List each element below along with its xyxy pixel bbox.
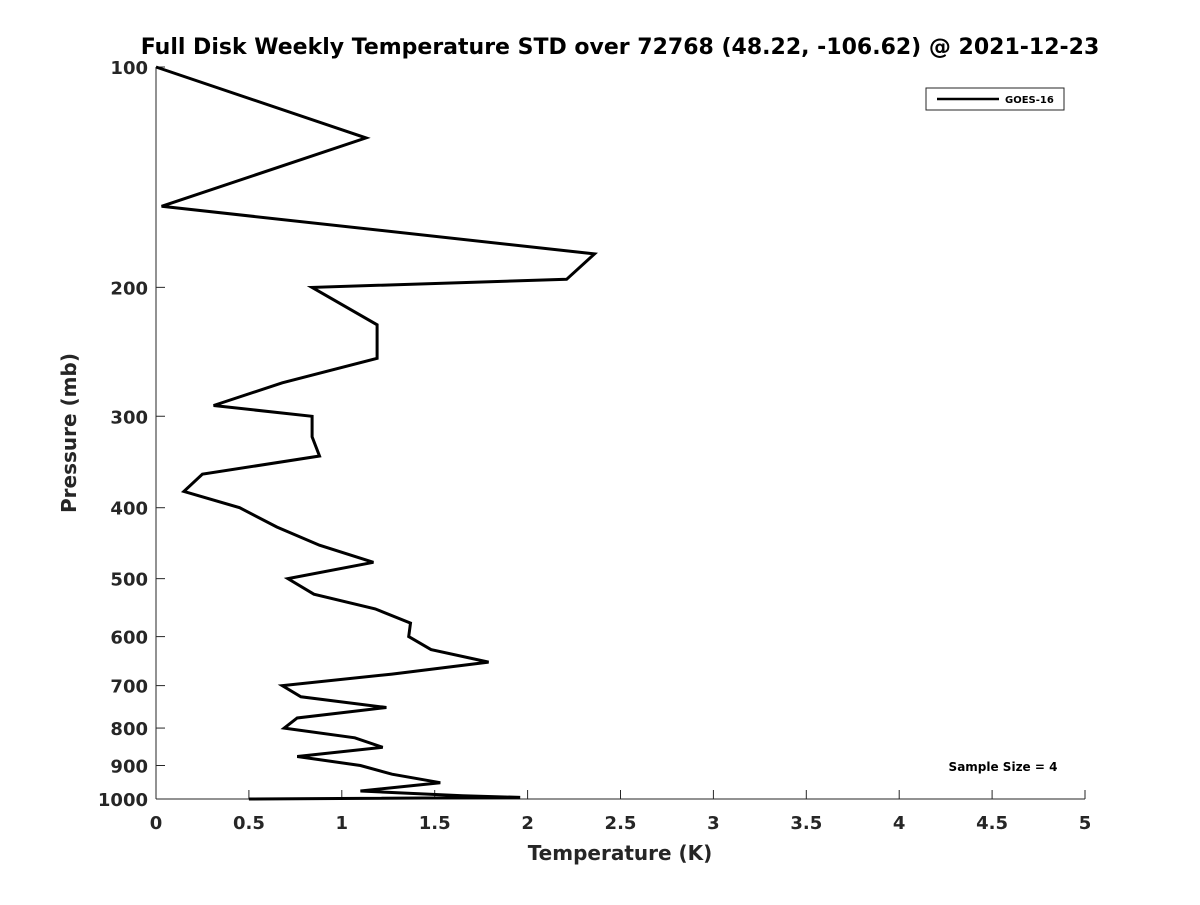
- y-ticks: 100 200 300 400 500 600 700 800 900 1000: [98, 58, 165, 811]
- x-tick-label: 5: [1079, 813, 1092, 834]
- y-tick-label: 500: [110, 570, 148, 591]
- y-tick-label: 200: [110, 278, 148, 299]
- y-tick-label: 400: [110, 499, 148, 520]
- series-line-goes-16: [155, 65, 598, 801]
- x-tick-label: 1: [336, 813, 349, 834]
- legend-label-goes-16: GOES-16: [1005, 95, 1054, 106]
- series-layer: [155, 65, 598, 801]
- x-tick-label: 0.5: [233, 813, 265, 834]
- y-axis-label: Pressure (mb): [57, 353, 81, 513]
- y-tick-label: 800: [110, 719, 148, 740]
- x-tick-label: 3.5: [790, 813, 822, 834]
- y-tick-label: 600: [110, 628, 148, 649]
- axes: [155, 67, 1085, 800]
- x-tick-label: 3: [707, 813, 720, 834]
- x-tick-label: 1.5: [419, 813, 451, 834]
- y-tick-label: 1000: [98, 790, 148, 811]
- y-tick-label: 700: [110, 677, 148, 698]
- x-tick-label: 0: [150, 813, 163, 834]
- x-tick-label: 4: [893, 813, 906, 834]
- x-axis-label: Temperature (K): [528, 841, 713, 865]
- legend: GOES-16: [925, 87, 1065, 111]
- x-tick-label: 4.5: [976, 813, 1008, 834]
- y-tick-label: 300: [110, 407, 148, 428]
- y-tick-label: 900: [110, 757, 148, 778]
- x-tick-label: 2.5: [605, 813, 637, 834]
- chart-title: Full Disk Weekly Temperature STD over 72…: [141, 35, 1100, 60]
- y-tick-label: 100: [110, 58, 148, 79]
- x-tick-label: 2: [521, 813, 534, 834]
- sample-size-annotation: Sample Size = 4: [949, 760, 1058, 774]
- x-ticks: 0 0.5 1 1.5 2 2.5 3 3.5 4 4.5 5: [150, 790, 1092, 834]
